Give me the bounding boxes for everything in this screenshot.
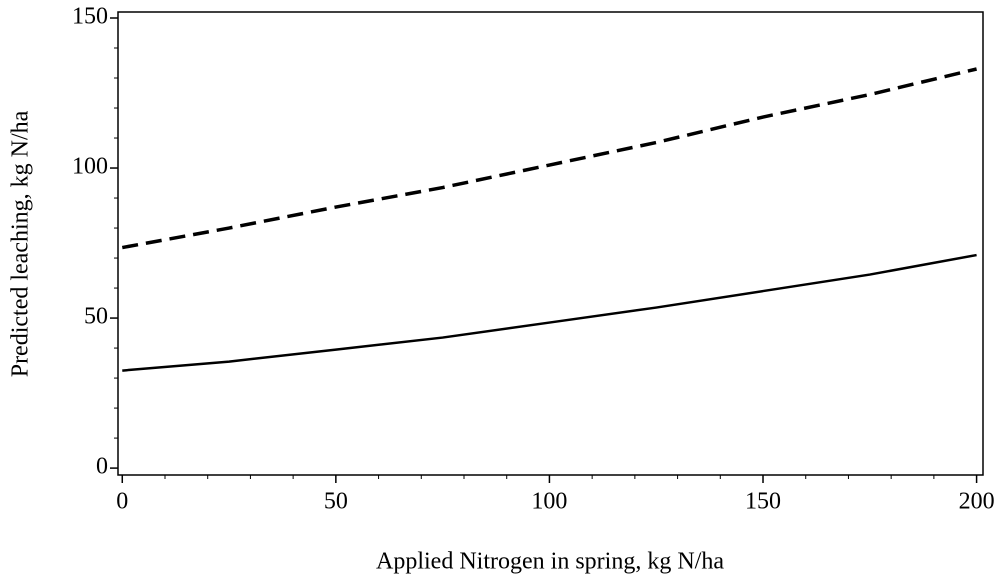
x-tick-label: 50 [324,489,348,515]
x-tick-label: 0 [116,489,128,515]
y-tick-label: 150 [72,4,108,30]
series-line [122,253,977,372]
y-axis-label: Predicted leaching, kg N/ha [8,110,34,377]
y-tick-label: 50 [84,304,108,330]
x-tick-label: 150 [745,489,781,515]
y-tick-label: 0 [96,454,108,480]
plot-frame [117,11,984,476]
y-tick-label: 100 [72,154,108,180]
series-line [121,67,977,250]
x-tick-label: 100 [531,489,567,515]
x-axis-label: Applied Nitrogen in spring, kg N/ha [376,549,724,575]
x-tick-label: 200 [959,489,995,515]
